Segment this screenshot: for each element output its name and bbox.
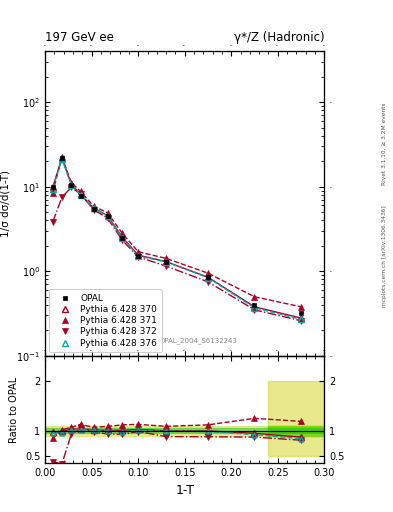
Pythia 6.428 370 [60,155,64,161]
OPAL [299,310,303,316]
Pythia 6.428 370 [299,315,303,321]
Pythia 6.428 376 [60,156,64,162]
Pythia 6.428 376 [299,316,303,323]
Text: mcplots.cern.ch [arXiv:1306.3436]: mcplots.cern.ch [arXiv:1306.3436] [382,205,387,307]
OPAL [252,302,257,308]
Pythia 6.428 371 [50,189,55,196]
Pythia 6.428 376 [91,205,96,211]
Text: Rivet 3.1.10, ≥ 3.2M events: Rivet 3.1.10, ≥ 3.2M events [382,102,387,185]
Text: 197 GeV ee: 197 GeV ee [45,31,114,44]
Pythia 6.428 370 [50,184,55,190]
Pythia 6.428 372 [69,184,73,190]
Pythia 6.428 371 [164,255,169,262]
X-axis label: 1-T: 1-T [175,484,194,497]
Pythia 6.428 371 [69,180,73,186]
OPAL [60,155,64,161]
Pythia 6.428 376 [50,185,55,191]
Pythia 6.428 376 [252,305,257,311]
Pythia 6.428 376 [69,181,73,187]
Pythia 6.428 372 [299,317,303,324]
Line: Pythia 6.428 370: Pythia 6.428 370 [50,155,304,321]
OPAL [78,193,83,199]
Pythia 6.428 370 [91,205,96,211]
Pythia 6.428 371 [252,294,257,300]
Line: Pythia 6.428 372: Pythia 6.428 372 [50,184,304,324]
Pythia 6.428 372 [105,215,110,221]
Text: γ*/Z (Hadronic): γ*/Z (Hadronic) [233,31,324,44]
Y-axis label: Ratio to OPAL: Ratio to OPAL [9,376,19,443]
Pythia 6.428 376 [105,213,110,219]
Pythia 6.428 376 [164,259,169,265]
Pythia 6.428 376 [206,274,210,281]
Pythia 6.428 370 [164,259,169,265]
Pythia 6.428 370 [78,191,83,198]
Pythia 6.428 371 [91,203,96,209]
Pythia 6.428 370 [252,304,257,310]
Pythia 6.428 372 [91,207,96,213]
OPAL [164,259,169,265]
OPAL [91,206,96,212]
Pythia 6.428 372 [164,263,169,269]
OPAL [50,184,55,190]
Pythia 6.428 376 [78,192,83,198]
OPAL [69,182,73,188]
Pythia 6.428 376 [120,236,125,242]
Pythia 6.428 372 [252,307,257,313]
OPAL [120,234,125,241]
Line: OPAL: OPAL [50,155,303,315]
OPAL [136,253,141,260]
Y-axis label: 1/σ dσ/d(1-T): 1/σ dσ/d(1-T) [1,170,11,237]
Pythia 6.428 372 [120,237,125,243]
Text: OPAL_2004_S6132243: OPAL_2004_S6132243 [160,337,238,344]
Pythia 6.428 371 [299,304,303,310]
Pythia 6.428 372 [78,191,83,197]
Pythia 6.428 371 [136,249,141,255]
Legend: OPAL, Pythia 6.428 370, Pythia 6.428 371, Pythia 6.428 372, Pythia 6.428 376: OPAL, Pythia 6.428 370, Pythia 6.428 371… [49,289,162,352]
Line: Pythia 6.428 376: Pythia 6.428 376 [50,156,304,322]
Pythia 6.428 370 [105,212,110,219]
Pythia 6.428 371 [78,188,83,195]
OPAL [105,213,110,219]
Pythia 6.428 370 [120,234,125,241]
Pythia 6.428 370 [136,252,141,258]
Pythia 6.428 376 [136,253,141,259]
Pythia 6.428 371 [206,270,210,276]
Line: Pythia 6.428 371: Pythia 6.428 371 [50,154,304,310]
OPAL [206,274,210,280]
Pythia 6.428 371 [105,210,110,216]
Pythia 6.428 372 [50,219,55,225]
Pythia 6.428 370 [206,274,210,280]
Pythia 6.428 370 [69,181,73,187]
Pythia 6.428 371 [60,154,64,160]
Pythia 6.428 372 [60,194,64,200]
Pythia 6.428 371 [120,230,125,237]
Pythia 6.428 372 [206,279,210,285]
Pythia 6.428 372 [136,254,141,260]
